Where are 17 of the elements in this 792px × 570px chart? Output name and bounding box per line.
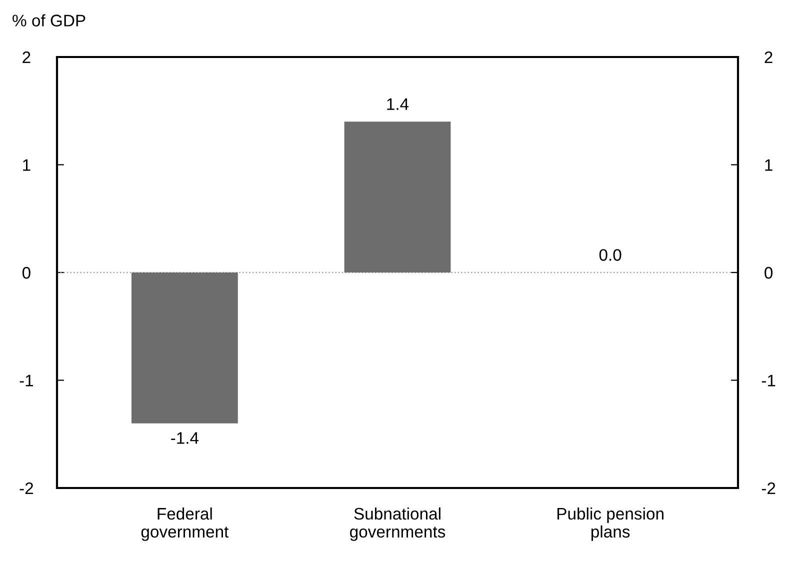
x-tick-label: Federal government: [141, 507, 229, 541]
y-tick-label: 0: [22, 266, 30, 279]
y2-tick-label: 1: [765, 159, 772, 171]
y-axis-title: % of GDP: [12, 14, 86, 26]
y2-tick-label: 0: [764, 266, 773, 279]
y-tick-label: -1: [20, 374, 34, 386]
data-label: -1.4: [171, 432, 199, 444]
x-tick-label: Public pension plans: [557, 507, 664, 541]
x-tick-label: Subnational governments: [350, 507, 446, 541]
y2-tick-label: -1: [762, 374, 776, 386]
y2-tick-label: 2: [764, 51, 772, 64]
y-tick-label: -2: [20, 482, 34, 494]
y2-tick-label: -2: [762, 482, 776, 494]
y-tick-label: 1: [23, 159, 30, 171]
y-tick-label: 2: [22, 51, 30, 64]
data-label: 0.0: [599, 249, 622, 261]
data-label: 1.4: [387, 98, 409, 110]
